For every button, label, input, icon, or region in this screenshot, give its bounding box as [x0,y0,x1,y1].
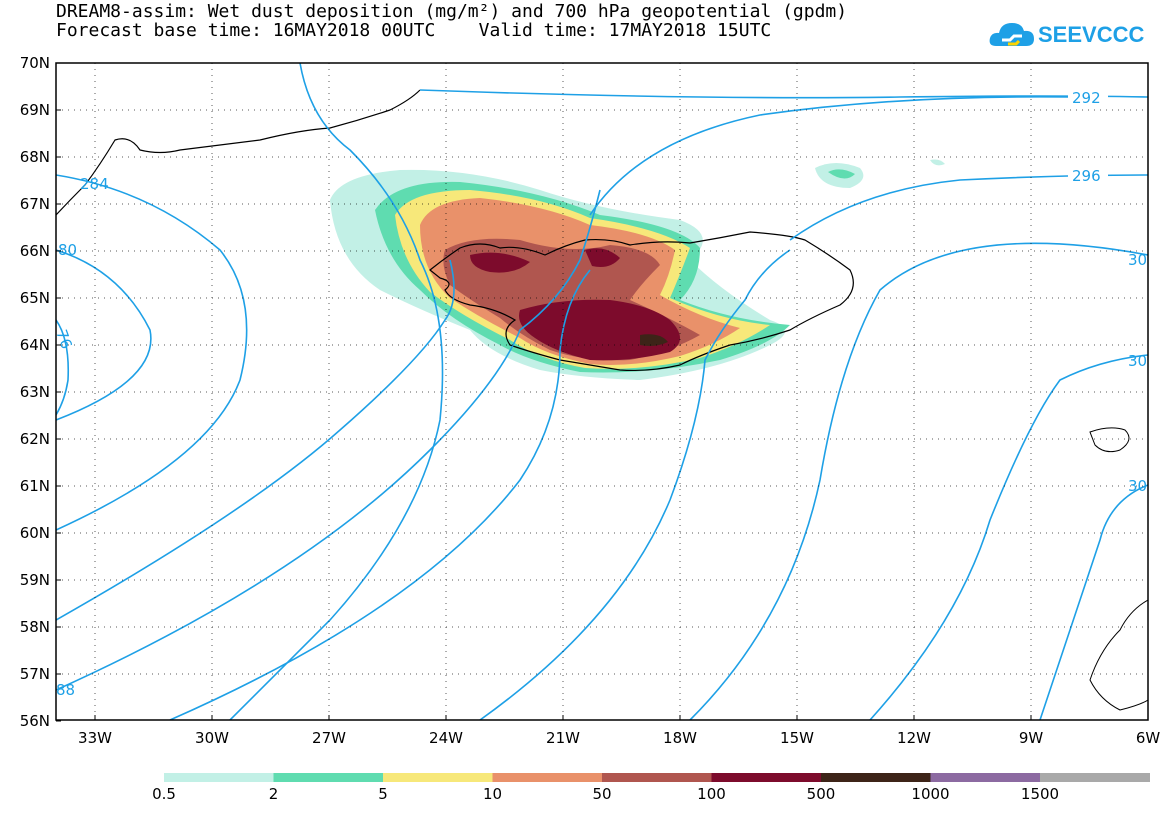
lat-label: 56N [20,712,50,730]
chart-title: DREAM8-assim: Wet dust deposition (mg/m²… [56,1,848,22]
lat-label: 57N [20,665,50,683]
contour-label-30-b: 30 [1128,352,1147,370]
lat-label: 64N [20,336,50,354]
lat-label: 66N [20,242,50,260]
colorbar-label: 100 [697,785,726,803]
lon-label: 21W [546,729,580,747]
colorbar-label: 10 [482,785,503,803]
contour-label-296: 296 [1072,167,1101,185]
grid-lines [56,63,1148,720]
seevccc-logo: SEEVCCC [988,16,1148,56]
contour-label-30-c: 30 [1128,477,1147,495]
lat-label: 68N [20,148,50,166]
logo-text: SEEVCCC [1038,22,1145,47]
lon-label: 12W [897,729,931,747]
lon-label: 6W [1136,729,1161,747]
lat-label: 67N [20,195,50,213]
faroe-coastline [1089,427,1130,453]
lat-label: 58N [20,618,50,636]
contour-label-30-a: 30 [1128,251,1147,269]
contour-label-292: 292 [1072,89,1101,107]
lat-label: 61N [20,477,50,495]
cloud-icon [989,23,1034,46]
lat-label: 59N [20,571,50,589]
iceland-coastline [429,231,854,372]
lat-label: 70N [20,54,50,72]
longitude-labels: 33W 30W 27W 24W 21W 18W 15W 12W 9W 6W [78,715,1160,747]
contour-label-88: 88 [56,681,75,699]
lat-label: 65N [20,289,50,307]
colorbar-label: 1000 [911,785,950,803]
colorbar-label: 1500 [1020,785,1060,803]
chart-subtitle: Forecast base time: 16MAY2018 00UTC Vali… [56,20,772,41]
lat-label: 69N [20,101,50,119]
dust-deposition-field [330,159,945,380]
lat-label: 60N [20,524,50,542]
lon-label: 33W [78,729,112,747]
colorbar-label: 500 [806,785,836,803]
lat-label: 62N [20,430,50,448]
colorbar-label: 2 [268,785,279,803]
scotland-coastline [1089,599,1148,711]
contour-label-80: 80 [58,241,77,259]
latitude-labels: 70N 69N 68N 67N 66N 65N 64N 63N 62N 61N 60N 59N 58N 5… [20,54,61,730]
colorbar-label: 0.5 [152,785,176,803]
lon-label: 30W [195,729,229,747]
contour-label-284: 284 [80,175,109,193]
lon-label: 9W [1019,729,1044,747]
lon-label: 15W [780,729,814,747]
lon-label: 27W [312,729,346,747]
lon-label: 18W [663,729,697,747]
colorbar-label: 5 [378,785,388,803]
geopotential-contours [56,63,1148,720]
lon-label: 24W [429,729,463,747]
colorbar-label: 50 [592,785,612,803]
lat-label: 63N [20,383,50,401]
